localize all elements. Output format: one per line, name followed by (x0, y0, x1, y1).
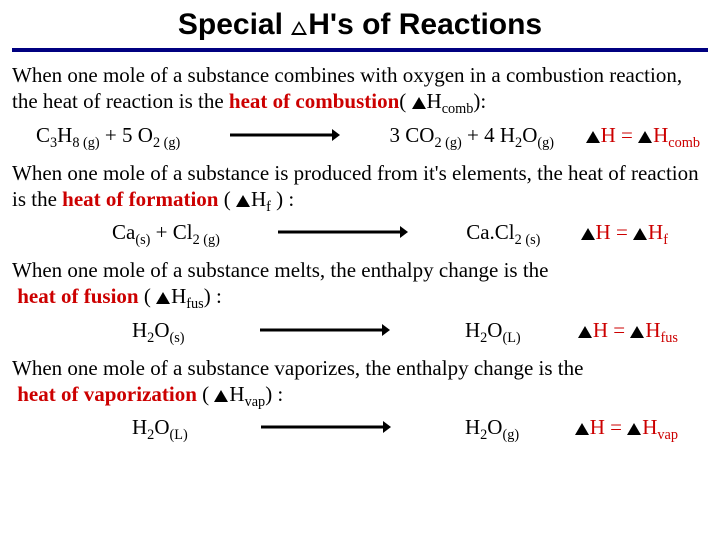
para-formation: When one mole of a substance is produced… (12, 160, 708, 213)
term-heat-of-fusion: heat of fusion (17, 284, 138, 308)
delta-icon (291, 21, 307, 35)
arrow-icon (260, 318, 390, 343)
delta-icon (236, 195, 250, 207)
term-heat-of-formation: heat of formation (62, 187, 218, 211)
delta-icon (156, 292, 170, 304)
delta-icon (638, 131, 652, 143)
eq-left: C3H8 (g) + 5 O2 (g) (36, 123, 180, 148)
delta-icon (578, 326, 592, 338)
slide-title: Special H's of Reactions (178, 8, 542, 42)
para-fusion: When one mole of a substance melts, the … (12, 257, 708, 310)
arrow-icon (230, 123, 340, 148)
eq-left: H2O(s) (132, 318, 185, 343)
eq-products: H2O(L) (465, 318, 521, 343)
equation-combustion: C3H8 (g) + 5 O2 (g) 3 CO2 (g) + 4 H2O(g)… (12, 123, 708, 148)
arrow-icon (278, 220, 408, 245)
para-combustion: When one mole of a substance combines wi… (12, 62, 708, 115)
eq-products: H2O(g) (465, 415, 519, 440)
title-pre: Special (178, 8, 291, 41)
delta-icon (627, 423, 641, 435)
arrow-icon (261, 415, 391, 440)
eq-products: 3 CO2 (g) + 4 H2O(g) (390, 123, 555, 148)
eq-result: H = Hf (581, 220, 668, 245)
delta-icon (214, 390, 228, 402)
equation-vaporization: H2O(L) H2O(g) H = Hvap (12, 415, 708, 440)
delta-icon (586, 131, 600, 143)
delta-icon (412, 97, 426, 109)
eq-result: H = Hcomb (586, 123, 700, 148)
eq-left: Ca(s) + Cl2 (g) (112, 220, 220, 245)
eq-products: Ca.Cl2 (s) (466, 220, 540, 245)
delta-icon (581, 228, 595, 240)
eq-result: H = Hvap (575, 415, 678, 440)
delta-icon (575, 423, 589, 435)
equation-formation: Ca(s) + Cl2 (g) Ca.Cl2 (s) H = Hf (12, 220, 708, 245)
eq-result: H = Hfus (578, 318, 678, 343)
delta-icon (633, 228, 647, 240)
delta-icon (630, 326, 644, 338)
slide-title-wrap: Special H's of Reactions (12, 8, 708, 42)
title-post: H's of Reactions (308, 8, 542, 41)
term-heat-of-combustion: heat of combustion (229, 89, 399, 113)
para-vaporization: When one mole of a substance vaporizes, … (12, 355, 708, 408)
equation-fusion: H2O(s) H2O(L) H = Hfus (12, 318, 708, 343)
eq-left: H2O(L) (132, 415, 188, 440)
title-underline (12, 48, 708, 52)
term-heat-of-vaporization: heat of vaporization (17, 382, 197, 406)
